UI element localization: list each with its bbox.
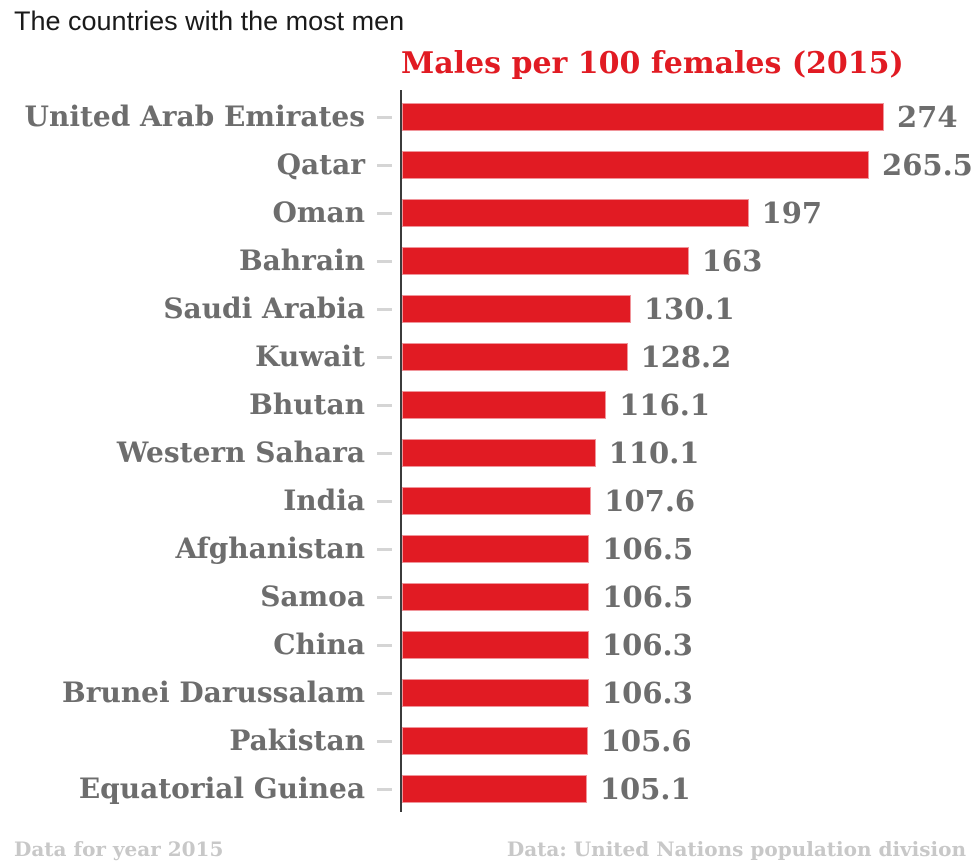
- tick-mark: [377, 595, 392, 599]
- country-label-cell: Brunei Darussalam: [0, 679, 365, 707]
- value-label: 116.1: [619, 387, 711, 422]
- bar-row: Bahrain 163: [0, 237, 980, 285]
- value-label: 105.6: [600, 723, 692, 758]
- tick-mark: [377, 643, 392, 647]
- value-label: 106.5: [602, 579, 694, 614]
- bar-row: United Arab Emirates 274: [0, 93, 980, 141]
- country-label-cell: United Arab Emirates: [0, 103, 365, 131]
- value-label: 274: [897, 99, 958, 134]
- country-label-cell: Pakistan: [0, 727, 365, 755]
- bar: [402, 343, 628, 371]
- bar-row: Brunei Darussalam 106.3: [0, 669, 980, 717]
- bar: [402, 535, 590, 563]
- bar: [402, 679, 589, 707]
- bar-row: Saudi Arabia 130.1: [0, 285, 980, 333]
- country-label: Western Sahara: [116, 436, 365, 469]
- tick-mark: [377, 259, 392, 263]
- value-label: 107.6: [604, 483, 696, 518]
- country-label-cell: Western Sahara: [0, 439, 365, 467]
- bar-row: Equatorial Guinea 105.1: [0, 765, 980, 813]
- country-label-cell: Kuwait: [0, 343, 365, 371]
- country-label: India: [283, 484, 365, 517]
- y-axis-line: [400, 90, 402, 812]
- value-label: 197: [761, 195, 823, 230]
- country-label: Bahrain: [238, 244, 365, 277]
- bar: [402, 631, 589, 659]
- bar: [402, 103, 884, 131]
- bar-row: Samoa 106.5: [0, 573, 980, 621]
- bar: [402, 199, 749, 227]
- bar-row: Kuwait 128.2: [0, 333, 980, 381]
- country-label-cell: Saudi Arabia: [0, 295, 365, 323]
- bar-row: India 107.6: [0, 477, 980, 525]
- country-label-cell: Oman: [0, 199, 365, 227]
- page-title: The countries with the most men: [14, 6, 405, 36]
- tick-mark: [377, 211, 392, 215]
- bar-row: Pakistan 105.6: [0, 717, 980, 765]
- bar: [402, 487, 592, 515]
- country-label: Kuwait: [255, 340, 365, 373]
- country-label: Equatorial Guinea: [78, 772, 365, 805]
- bar-row: Afghanistan 106.5: [0, 525, 980, 573]
- bar: [402, 583, 590, 611]
- country-label-cell: Afghanistan: [0, 535, 365, 563]
- bar: [402, 151, 870, 179]
- tick-mark: [377, 163, 392, 167]
- bar-row: Qatar 265.5: [0, 141, 980, 189]
- country-label: Brunei Darussalam: [62, 676, 365, 709]
- tick-mark: [377, 451, 392, 455]
- chart-subtitle: Males per 100 females (2015): [401, 46, 904, 81]
- plot-area: United Arab Emirates 274 Qatar 265.5 Oman 197…: [0, 90, 980, 813]
- chart-footer: Data for year 2015 Data: United Nations …: [14, 837, 966, 861]
- tick-mark: [377, 787, 392, 791]
- bar-row: Western Sahara 110.1: [0, 429, 980, 477]
- country-label: United Arab Emirates: [24, 100, 365, 133]
- value-label: 105.1: [599, 771, 691, 806]
- bar-row: China 106.3: [0, 621, 980, 669]
- tick-mark: [377, 691, 392, 695]
- value-label: 110.1: [608, 435, 700, 470]
- bar: [402, 439, 596, 467]
- footer-note: Data for year 2015: [14, 837, 224, 861]
- country-label-cell: India: [0, 487, 365, 515]
- country-label-cell: Samoa: [0, 583, 365, 611]
- country-label: China: [273, 628, 365, 661]
- bar: [402, 727, 588, 755]
- tick-mark: [377, 115, 392, 119]
- bar: [402, 295, 631, 323]
- country-label-cell: Bhutan: [0, 391, 365, 419]
- bar-row: Oman 197: [0, 189, 980, 237]
- tick-mark: [377, 547, 392, 551]
- bar: [402, 775, 587, 803]
- country-label-cell: Qatar: [0, 151, 365, 179]
- country-label-cell: China: [0, 631, 365, 659]
- country-label: Afghanistan: [175, 532, 365, 565]
- tick-mark: [377, 403, 392, 407]
- tick-mark: [377, 499, 392, 503]
- tick-mark: [377, 307, 392, 311]
- value-label: 106.3: [601, 627, 693, 662]
- value-label: 128.2: [640, 339, 732, 374]
- country-label: Qatar: [276, 148, 365, 181]
- value-label: 163: [701, 243, 763, 278]
- country-label: Oman: [272, 196, 365, 229]
- footer-source: Data: United Nations population division: [506, 837, 966, 861]
- country-label: Bhutan: [249, 388, 365, 421]
- tick-mark: [377, 355, 392, 359]
- value-label: 265.5: [882, 147, 973, 182]
- value-label: 106.3: [601, 675, 693, 710]
- bar-rows: United Arab Emirates 274 Qatar 265.5 Oman 197…: [0, 93, 980, 813]
- country-label-cell: Equatorial Guinea: [0, 775, 365, 803]
- value-label: 130.1: [643, 291, 735, 326]
- bar: [402, 391, 607, 419]
- bar: [402, 247, 689, 275]
- country-label: Samoa: [260, 580, 365, 613]
- tick-mark: [377, 739, 392, 743]
- value-label: 106.5: [602, 531, 694, 566]
- country-label: Saudi Arabia: [163, 292, 365, 325]
- bar-row: Bhutan 116.1: [0, 381, 980, 429]
- country-label: Pakistan: [229, 724, 365, 757]
- country-label-cell: Bahrain: [0, 247, 365, 275]
